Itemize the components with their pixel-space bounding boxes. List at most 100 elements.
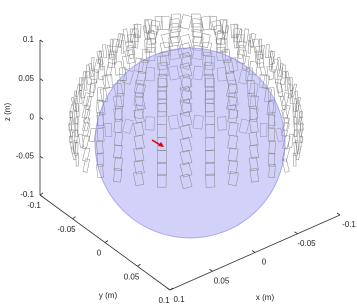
z-tick: [39, 117, 44, 120]
sensor-patch: [135, 70, 147, 86]
sensor-patch: [227, 108, 239, 124]
y-tick-label: 0: [97, 249, 102, 258]
sensor-patch: [280, 71, 287, 86]
x-tick: [336, 212, 341, 216]
sensor-patch: [227, 147, 239, 163]
sensor-patch: [287, 84, 293, 99]
sensor-patch: [204, 162, 215, 177]
sensor-patch: [255, 45, 264, 60]
sensor-patch: [226, 95, 238, 111]
sensor-patch: [279, 95, 287, 110]
sensor-patch: [113, 144, 123, 159]
sensor-patch: [122, 69, 134, 85]
sensor-patch: [96, 152, 105, 167]
sensor-patch: [78, 90, 83, 104]
sensor-patch: [297, 110, 303, 125]
sensor-patch: [248, 34, 254, 48]
sensor-patch: [245, 67, 253, 82]
sensor-patch: [281, 109, 290, 124]
sensor-patch: [199, 33, 211, 49]
sensor-patch: [191, 13, 201, 28]
sensor-patch: [225, 70, 237, 86]
sensor-patch: [204, 73, 214, 88]
sensor-patch: [248, 82, 259, 98]
y-tick: [39, 192, 44, 196]
sensor-patch: [238, 118, 250, 134]
sensor-patch: [145, 38, 157, 53]
sensor-patch: [277, 57, 282, 71]
z-tick: [39, 155, 44, 159]
sensor-patch: [148, 29, 157, 45]
sensor-patch: [113, 82, 124, 98]
sensor-patch: [113, 156, 124, 172]
sensor-patch: [295, 139, 300, 154]
sensor-patch: [93, 69, 98, 84]
sensor-patch: [160, 15, 171, 31]
sensor-patch: [236, 29, 243, 43]
sensor-patch: [111, 38, 120, 53]
sensor-patch: [81, 70, 87, 85]
sensor-patch: [179, 85, 193, 102]
sensor-patch: [133, 147, 145, 163]
sensor-patch: [202, 51, 213, 66]
sensor-patch: [82, 147, 91, 162]
sensor-patch: [168, 114, 180, 130]
z-axis-label: z (m): [3, 103, 12, 122]
x-tick-label: 0.05: [214, 276, 230, 285]
sensor-patch: [96, 163, 104, 178]
sensor-patch: [268, 163, 276, 178]
sensor-patch: [119, 67, 127, 82]
sensor-patch: [157, 73, 168, 88]
sensor-patch: [267, 127, 275, 142]
sensor-patch: [156, 102, 168, 117]
x-tick: [166, 287, 171, 291]
sensor-patch: [83, 109, 91, 124]
sensor-patch: [201, 41, 212, 57]
sensor-patch: [291, 83, 298, 98]
dipole-arrowhead: [158, 142, 164, 147]
sensor-patch: [82, 122, 91, 137]
sensor-patch: [68, 135, 75, 150]
sensor-patch: [192, 65, 204, 81]
z-tick-label: 0.05: [18, 74, 34, 83]
sensor-patch: [112, 50, 118, 65]
sensor-patch: [215, 46, 227, 62]
x-tick-label: 0: [262, 258, 267, 267]
x-tick-label: 0.1: [173, 295, 185, 304]
sensor-patch: [157, 173, 167, 188]
sensor-patch: [134, 82, 146, 99]
sensor-patch: [224, 25, 229, 40]
sensor-patch: [179, 98, 193, 114]
sensor-patch: [256, 53, 264, 68]
z-tick-label: -0.05: [16, 151, 35, 160]
sensor-patch: [179, 14, 193, 30]
sensor-patch: [268, 140, 276, 155]
sensor-patch: [227, 171, 239, 186]
x-tick: [209, 268, 213, 272]
sensor-patch: [75, 152, 79, 167]
sensor-patch: [96, 140, 104, 155]
sensor-patch: [248, 156, 259, 172]
sensor-patch: [258, 62, 267, 77]
sensor-patch: [82, 117, 91, 132]
x-axis-label: x (m): [256, 293, 275, 302]
sensor-patch: [266, 101, 275, 116]
sensor-patch: [192, 36, 204, 52]
sensor-patch: [85, 71, 93, 86]
sensor-patch: [259, 74, 267, 88]
sensor-patch: [122, 28, 130, 43]
sensor-patch: [93, 58, 102, 73]
sensor-patch: [191, 18, 203, 33]
sensor-patch: [97, 50, 103, 65]
sensor-patch: [168, 45, 180, 60]
sensor-patch: [133, 34, 140, 49]
sensor-patch: [168, 28, 180, 44]
sensor-patch: [101, 74, 111, 90]
sensor-patch: [217, 116, 228, 131]
sensor-patch: [161, 32, 173, 49]
sensor-patch: [76, 103, 80, 118]
sensor-patch: [203, 62, 214, 77]
sensor-patch: [141, 48, 151, 64]
sensor-patch: [157, 85, 168, 100]
